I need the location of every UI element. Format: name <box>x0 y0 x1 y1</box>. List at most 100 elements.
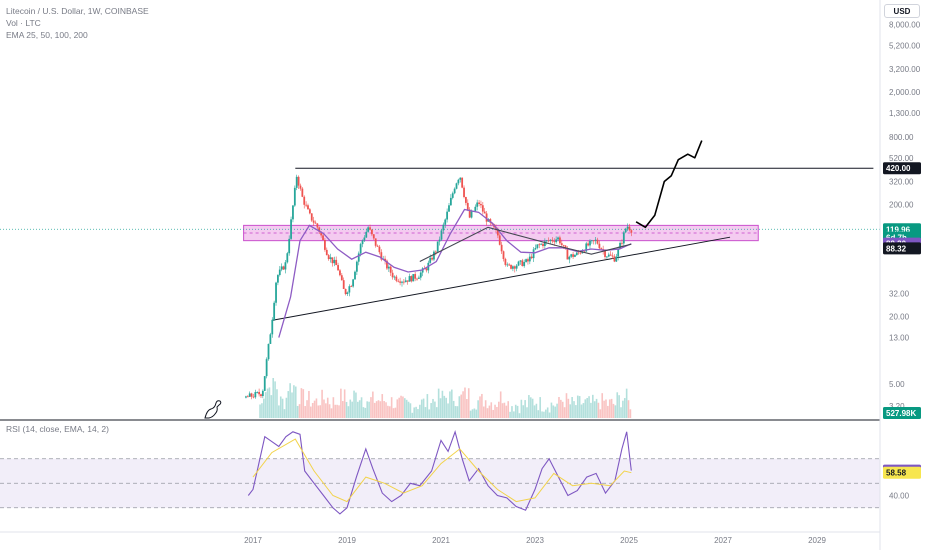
candle <box>380 252 383 260</box>
volume-bar <box>394 407 397 418</box>
volume-bar <box>449 391 451 418</box>
volume-bar <box>373 402 376 418</box>
candle <box>389 266 392 273</box>
candle <box>512 266 514 269</box>
volume-bar <box>313 400 316 418</box>
candle <box>404 280 407 283</box>
candle <box>316 223 319 228</box>
candle <box>624 228 627 233</box>
volume-bar <box>520 399 523 418</box>
volume-bar <box>445 397 447 418</box>
volume-bar <box>419 404 421 418</box>
candle <box>555 239 558 243</box>
candle <box>433 251 435 260</box>
candle <box>451 193 454 198</box>
candle <box>622 232 625 244</box>
candle <box>444 219 447 225</box>
volume-bar <box>302 389 305 418</box>
candle <box>256 392 259 393</box>
candle <box>560 243 563 245</box>
price-axis-label: 320.00 <box>889 177 914 186</box>
price-axis-label: 520.00 <box>889 154 914 163</box>
candle <box>425 268 428 271</box>
volume-bar <box>308 390 310 418</box>
candle <box>248 393 251 397</box>
candle <box>436 241 439 252</box>
time-axis-label: 2025 <box>620 536 638 545</box>
volume-bar <box>358 400 361 418</box>
volume-bar <box>417 409 419 418</box>
candle <box>577 252 580 254</box>
candle <box>273 302 276 320</box>
volume-bar <box>584 399 587 418</box>
candle <box>513 266 516 269</box>
candle <box>607 254 610 257</box>
candle <box>485 213 488 222</box>
candle <box>568 256 571 260</box>
volume-bar <box>385 402 387 418</box>
volume-bar <box>437 388 440 418</box>
candle <box>504 258 507 265</box>
volume-bar <box>336 404 338 418</box>
volume-bar <box>458 396 461 418</box>
volume-bar <box>357 401 359 418</box>
candle <box>615 256 618 262</box>
candle <box>585 243 588 252</box>
candle <box>542 243 544 246</box>
candle <box>481 205 484 212</box>
candle <box>277 275 279 283</box>
candle <box>589 240 591 246</box>
volume-bar <box>612 403 615 418</box>
candle <box>386 260 388 269</box>
candle <box>598 243 601 249</box>
candle <box>527 259 529 262</box>
candle <box>292 205 294 220</box>
candle <box>288 238 291 254</box>
volume-bar <box>328 404 331 418</box>
volume-bar <box>580 404 583 418</box>
candle <box>448 205 450 212</box>
candle <box>359 244 362 254</box>
candle <box>630 230 633 233</box>
volume-bar <box>481 393 483 418</box>
candle <box>275 282 277 303</box>
candle <box>307 205 309 210</box>
volume-bar <box>413 407 416 418</box>
candle <box>340 275 343 281</box>
volume-bar <box>537 410 540 418</box>
volume-bar <box>407 401 410 418</box>
volume-bar <box>539 397 541 418</box>
support-trendline[interactable] <box>271 236 731 321</box>
currency-button[interactable]: USD <box>884 4 920 18</box>
candle <box>466 202 469 210</box>
price-axis-label: 8,000.00 <box>889 21 921 30</box>
volume-bar <box>531 398 534 418</box>
price-badge-bg <box>883 162 921 175</box>
volume-bar <box>330 408 333 418</box>
candle <box>468 209 471 218</box>
candle <box>600 248 603 250</box>
candle <box>587 243 590 246</box>
volume-bar <box>338 405 340 418</box>
volume-bar <box>618 395 620 418</box>
candle <box>329 257 332 260</box>
rsi-axis-label: 40.00 <box>889 492 910 501</box>
volume-bar <box>592 394 594 418</box>
candle <box>265 359 268 377</box>
price-axis-label: 20.00 <box>889 313 910 322</box>
volume-bar <box>323 399 325 418</box>
volume-bar <box>293 385 295 418</box>
candle <box>371 229 373 235</box>
candle <box>525 259 527 262</box>
price-axis-label: 5.00 <box>889 380 905 389</box>
projection-path[interactable] <box>635 140 703 229</box>
volume-bar <box>479 396 481 418</box>
candle <box>592 240 595 242</box>
candle <box>536 244 539 248</box>
candle <box>339 270 341 276</box>
candle <box>387 266 390 269</box>
volume-bar <box>392 408 395 418</box>
volume-bar <box>467 388 470 418</box>
volume-bar <box>366 401 369 418</box>
